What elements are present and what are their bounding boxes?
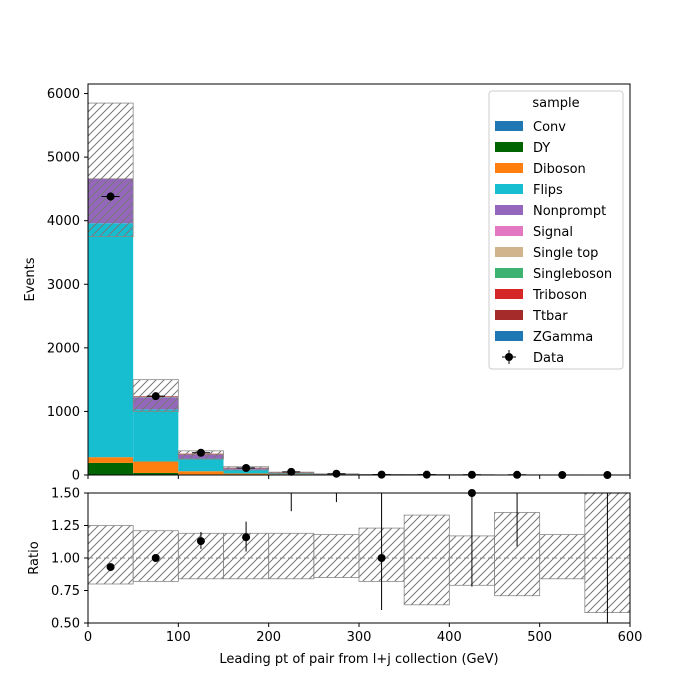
legend-label-2: Diboson bbox=[533, 162, 586, 177]
data-point-0 bbox=[106, 192, 115, 201]
bar-diboson-bin-1 bbox=[133, 461, 179, 473]
x-axis-ticks bbox=[87, 475, 631, 479]
data-point-3 bbox=[242, 464, 251, 473]
bar-dy-bin-0 bbox=[88, 462, 134, 475]
legend-label-4: Nonprompt bbox=[533, 204, 606, 219]
ratio-point-1 bbox=[151, 554, 160, 562]
legend-swatch-5 bbox=[495, 226, 523, 236]
ratio-y-tick-label-0: 0.50 bbox=[51, 617, 80, 632]
legend-swatch-3 bbox=[495, 184, 523, 194]
y-tick-label-2: 2000 bbox=[47, 341, 80, 356]
y-tick-label-4: 4000 bbox=[47, 214, 80, 229]
legend-label-9: Ttbar bbox=[532, 309, 568, 324]
data-point-2 bbox=[196, 448, 205, 457]
ratio-x-tick-label-2: 200 bbox=[256, 630, 281, 645]
ratio-point-6 bbox=[377, 554, 386, 562]
legend: sample Conv DY Diboson Flips Nonprompt Signal S… bbox=[488, 90, 624, 370]
legend-swatch-0 bbox=[495, 121, 523, 131]
legend-box bbox=[488, 90, 624, 370]
bar-flips-bin-1 bbox=[133, 409, 179, 462]
legend-label-3: Flips bbox=[533, 183, 563, 198]
y-tick-label-0: 0 bbox=[72, 469, 80, 484]
legend-swatch-4 bbox=[495, 205, 523, 215]
legend-swatch-9 bbox=[495, 310, 523, 320]
legend-label-1: DY bbox=[533, 141, 550, 156]
ratio-band-bin-5 bbox=[313, 534, 360, 578]
y-tick-label-6: 6000 bbox=[47, 87, 80, 102]
ratio-uncertainty-band bbox=[87, 492, 631, 613]
legend-label-6: Single top bbox=[533, 246, 598, 261]
ratio-y-tick-label-1: 0.75 bbox=[51, 584, 80, 599]
ratio-point-2 bbox=[196, 537, 205, 546]
ratio-point-0 bbox=[106, 563, 115, 572]
ratio-y-axis-ticks: 0.50 0.75 1.00 1.25 1.50 bbox=[51, 487, 88, 632]
legend-swatch-2 bbox=[495, 163, 523, 173]
legend-label-7: Singleboson bbox=[533, 267, 612, 282]
y-axis-ticks: 0 1000 2000 3000 4000 5000 6000 bbox=[47, 87, 88, 484]
ratio-y-tick-label-3: 1.25 bbox=[51, 519, 80, 534]
legend-swatch-6 bbox=[495, 247, 523, 257]
ratio-band-bin-7 bbox=[403, 514, 450, 606]
ratio-plot-frame bbox=[87, 492, 631, 624]
main-plot: 0 1000 2000 3000 4000 5000 6000 Events sample C… bbox=[23, 83, 631, 484]
y-axis-label: Events bbox=[23, 257, 38, 301]
legend-label-10: ZGamma bbox=[533, 330, 593, 345]
ratio-x-tick-label-5: 500 bbox=[527, 630, 552, 645]
legend-label-0: Conv bbox=[533, 120, 566, 135]
ratio-band-bin-0 bbox=[87, 525, 134, 585]
ratio-y-tick-label-4: 1.50 bbox=[51, 487, 80, 502]
ratio-x-tick-label-0: 0 bbox=[84, 630, 92, 645]
y-tick-label-5: 5000 bbox=[47, 151, 80, 166]
x-axis-label: Leading pt of pair from l+j collection (… bbox=[219, 652, 498, 667]
data-point-4 bbox=[287, 467, 296, 476]
bar-flips-bin-0 bbox=[88, 223, 134, 458]
data-point-5 bbox=[332, 469, 341, 478]
legend-label-5: Signal bbox=[533, 225, 573, 240]
main-plot-frame bbox=[87, 83, 631, 476]
ratio-point-3 bbox=[242, 533, 251, 542]
ratio-x-axis-ticks: 0 100 200 300 400 500 600 bbox=[84, 623, 643, 645]
legend-swatch-10 bbox=[495, 331, 523, 341]
ratio-x-tick-label-6: 600 bbox=[618, 630, 643, 645]
ratio-y-tick-label-2: 1.00 bbox=[51, 552, 80, 567]
ratio-x-tick-label-3: 300 bbox=[347, 630, 372, 645]
legend-label-data: Data bbox=[533, 351, 564, 366]
bar-diboson-bin-0 bbox=[88, 457, 134, 463]
data-point-1 bbox=[151, 392, 160, 401]
legend-swatch-7 bbox=[495, 268, 523, 278]
bar-diboson-bin-3 bbox=[223, 473, 269, 475]
ratio-band-bin-4 bbox=[268, 532, 315, 580]
bar-flips-bin-2 bbox=[178, 458, 224, 472]
legend-label-8: Triboson bbox=[532, 288, 587, 303]
ratio-y-axis-label: Ratio bbox=[27, 541, 42, 574]
bar-diboson-bin-2 bbox=[178, 471, 224, 475]
stacked-bars bbox=[88, 178, 540, 475]
uncertainty-bin-0 bbox=[87, 102, 134, 237]
ratio-x-tick-label-4: 400 bbox=[437, 630, 462, 645]
legend-swatch-8 bbox=[495, 289, 523, 299]
ratio-band-bin-10 bbox=[539, 534, 586, 580]
y-tick-label-1: 1000 bbox=[47, 405, 80, 420]
bar-dy-bin-1 bbox=[133, 472, 179, 475]
ratio-x-tick-label-1: 100 bbox=[166, 630, 191, 645]
legend-swatch-1 bbox=[495, 142, 523, 152]
legend-data-marker bbox=[505, 353, 513, 361]
ratio-plot: 0.50 0.75 1.00 1.25 1.50 0 100 200 300 400 500 600… bbox=[27, 487, 642, 668]
y-tick-label-3: 3000 bbox=[47, 278, 80, 293]
legend-title: sample bbox=[532, 96, 579, 111]
